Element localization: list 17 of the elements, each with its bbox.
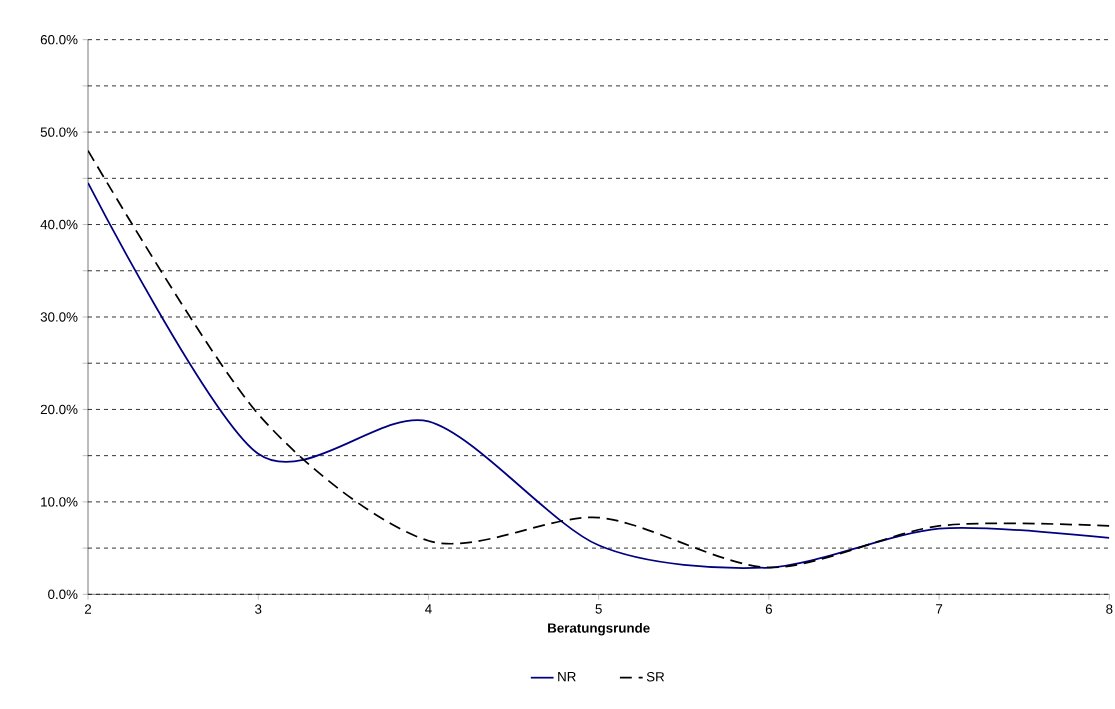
- y-tick-label: 20.0%: [40, 404, 78, 415]
- x-axis-title: Beratungsrunde: [548, 622, 650, 636]
- y-tick-label: 50.0%: [40, 127, 78, 137]
- legend-label: NR: [558, 672, 576, 682]
- x-tick-label: 7: [936, 604, 943, 614]
- y-tick-label: 30.0%: [40, 312, 78, 322]
- y-tick-label: 0.0%: [48, 589, 78, 600]
- x-tick-label: 6: [765, 604, 773, 614]
- y-tick-label: 60.0%: [40, 34, 78, 45]
- x-tick-label: 3: [255, 604, 262, 614]
- x-tick-label: 4: [425, 604, 432, 614]
- y-tick-label: 10.0%: [41, 497, 78, 507]
- x-tick-label: 5: [595, 604, 602, 614]
- y-tick-label: 40.0%: [40, 219, 78, 230]
- x-tick-label: 8: [1106, 604, 1113, 614]
- x-tick-label: 2: [84, 604, 92, 614]
- legend-label: SR: [646, 672, 665, 682]
